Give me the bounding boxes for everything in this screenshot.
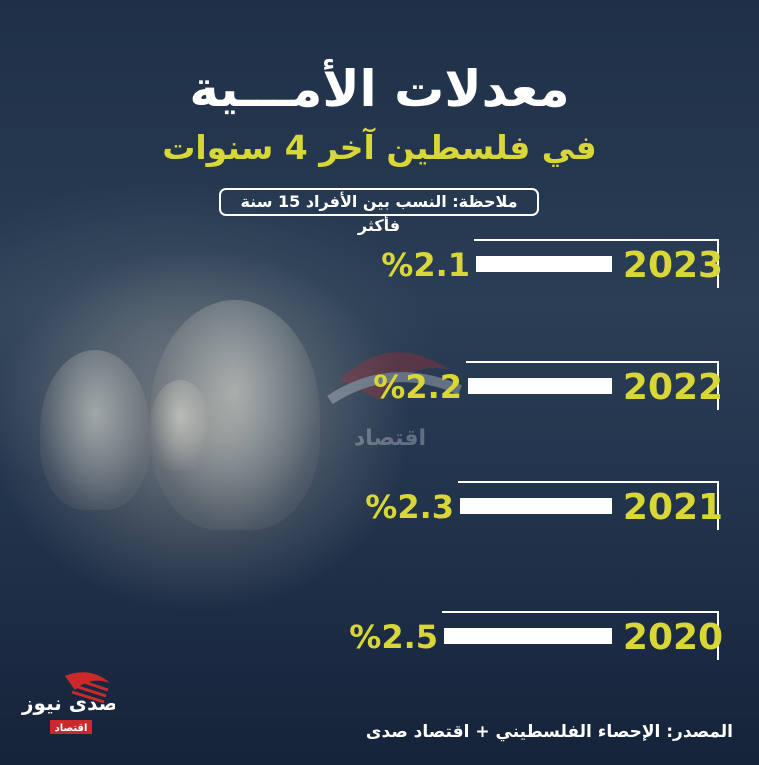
note-box: ملاحظة: النسب بين الأفراد 15 سنة فأكثر [219, 188, 539, 235]
watermark-logo: اقتصاد [327, 352, 462, 451]
bar [468, 378, 612, 394]
photo-figure [150, 380, 210, 470]
value-label: %2.5 [349, 618, 438, 656]
watermark-text: اقتصاد [354, 426, 426, 451]
year-label: 2023 [623, 245, 723, 286]
year-label: 2020 [623, 617, 723, 658]
row-frame [474, 239, 719, 288]
row-frame [458, 481, 719, 530]
year-label: 2022 [623, 367, 723, 408]
logo-brand-text: صدى نيوز [21, 691, 115, 715]
value-label: %2.3 [365, 488, 454, 526]
row-frame [442, 611, 719, 660]
brand-logo: صدى نيوز اقتصاد [21, 672, 115, 734]
source-text: المصدر: الإحصاء الفلسطيني + اقتصاد صدى [365, 722, 733, 742]
chart-subtitle: في فلسطين آخر 4 سنوات [162, 128, 597, 167]
chart-title: معدلات الأمـــية [189, 60, 570, 118]
bar [460, 498, 612, 514]
bar [444, 628, 612, 644]
bar [476, 256, 612, 272]
logo-sub-text: اقتصاد [55, 723, 88, 734]
photo-figure [40, 350, 150, 510]
row-frame [466, 361, 719, 410]
year-label: 2021 [623, 487, 723, 528]
value-label: %2.2 [373, 368, 462, 406]
value-label: %2.1 [381, 246, 470, 284]
